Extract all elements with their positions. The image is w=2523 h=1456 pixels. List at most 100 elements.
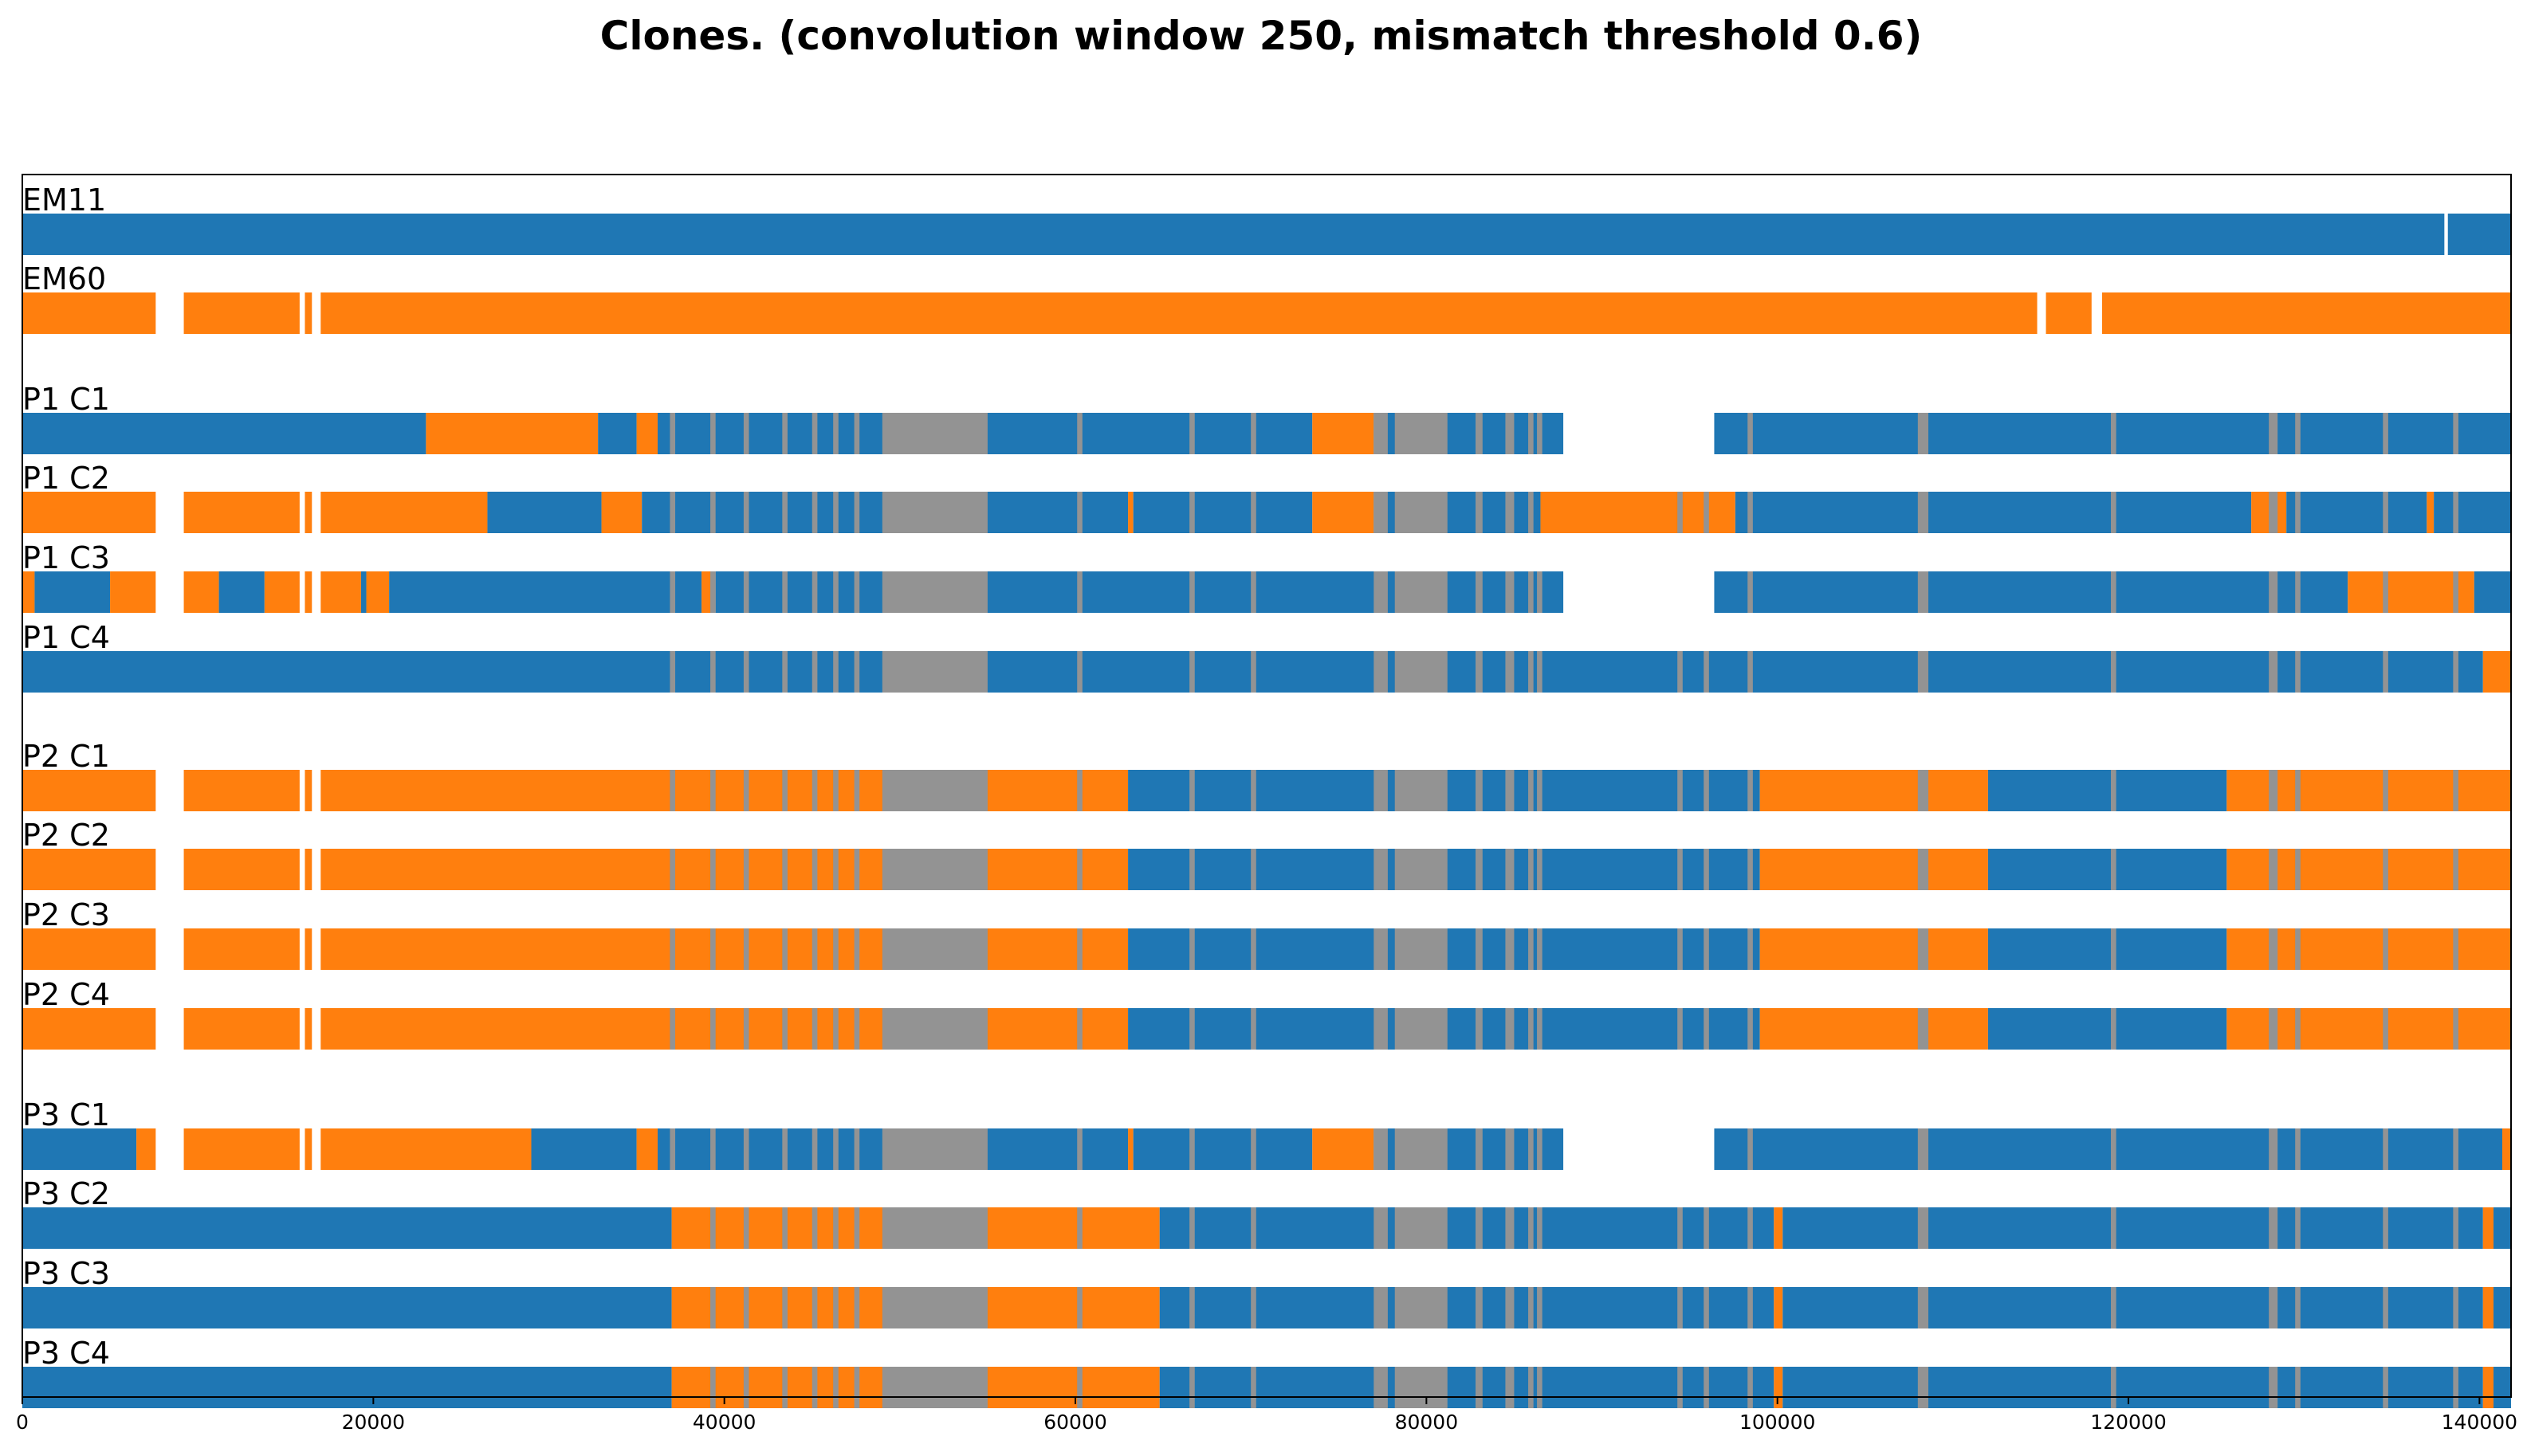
mismatch-p1-c1-11: [812, 413, 818, 454]
mismatch-p2-c3-25: [2453, 928, 2458, 970]
mismatch-p1-c1-20: [1917, 413, 1929, 454]
segment-em60-5: [2102, 292, 2511, 334]
mismatch-p3-c4-21: [2111, 1367, 2116, 1408]
mismatch-p1-c3-14: [1077, 571, 1083, 613]
segment-p3-c2-5: [2482, 1207, 2494, 1249]
segment-p3-c1-1: [136, 1128, 156, 1170]
x-tick-label-6: 120000: [2090, 1411, 2166, 1434]
mismatch-p1-c1-0: [882, 413, 988, 454]
x-tick-label-1: 20000: [342, 1411, 406, 1434]
mismatch-p3-c4-22: [2269, 1367, 2278, 1408]
x-axis-ticks: 0 20000 40000 60000 80000 100000 120000 140000: [16, 1397, 2517, 1434]
mismatch-p2-c2-19: [1747, 849, 1753, 890]
segment-p1-c3-15: [2474, 571, 2511, 613]
mismatch-p2-c2-20: [1917, 849, 1929, 890]
mismatch-p3-c1-10: [782, 1128, 788, 1170]
segment-p3-c2-0: [22, 1207, 672, 1249]
mismatch-p1-c2-8: [710, 492, 716, 533]
mismatch-p3-c3-13: [854, 1287, 860, 1328]
mismatch-p3-c3-8: [710, 1287, 716, 1328]
mismatch-p2-c4-23: [2295, 1008, 2301, 1050]
mismatch-p1-c3-4: [1505, 571, 1515, 613]
segment-p2-c2-5: [1759, 849, 1988, 890]
mismatch-p2-c2-13: [854, 849, 860, 890]
mismatch-p3-c2-11: [812, 1207, 818, 1249]
mismatch-p2-c4-24: [2383, 1008, 2388, 1050]
mismatch-p1-c3-20: [1917, 571, 1929, 613]
segment-p2-c1-0: [22, 770, 156, 811]
mismatch-p1-c2-11: [812, 492, 818, 533]
mismatch-p3-c3-19: [1747, 1287, 1753, 1328]
mismatch-p3-c1-19: [1747, 1128, 1753, 1170]
mismatch-p3-c2-25: [2453, 1207, 2458, 1249]
segment-p2-c1-2: [305, 770, 312, 811]
mismatch-p1-c4-7: [670, 651, 676, 693]
segment-em60-0: [22, 292, 156, 334]
track-p3-c4: [22, 1367, 2511, 1408]
segment-p3-c1-0: [22, 1128, 137, 1170]
segment-p1-c3-2: [110, 571, 156, 613]
mismatch-p1-c1-4: [1505, 413, 1515, 454]
mismatch-p3-c3-10: [782, 1287, 788, 1328]
mismatch-p2-c4-2: [1374, 1008, 1388, 1050]
segment-p1-c3-1: [34, 571, 111, 613]
segment-p2-c4-3: [320, 1008, 1129, 1050]
mismatch-p3-c1-9: [743, 1128, 749, 1170]
mismatch-p1-c2-13: [854, 492, 860, 533]
mismatch-p1-c1-21: [2111, 413, 2116, 454]
mismatch-p2-c1-24: [2383, 770, 2388, 811]
mismatch-p3-c3-25: [2453, 1287, 2458, 1328]
mismatch-p1-c4-19: [1747, 651, 1753, 693]
mismatch-p3-c2-18: [1704, 1207, 1709, 1249]
segment-p1-c2-9: [1312, 492, 1374, 533]
segment-em60-4: [2046, 292, 2092, 334]
mismatch-p1-c4-22: [2269, 651, 2278, 693]
mismatch-p1-c4-23: [2295, 651, 2301, 693]
mismatch-p1-c4-9: [743, 651, 749, 693]
segment-p1-c3-3: [183, 571, 219, 613]
segment-p3-c1-12: [1714, 1128, 2502, 1170]
mismatch-p3-c2-10: [782, 1207, 788, 1249]
mismatch-p3-c2-0: [882, 1207, 988, 1249]
mismatch-p1-c2-14: [1077, 492, 1083, 533]
track-p2-c3: [22, 928, 2511, 970]
mismatch-p3-c2-12: [833, 1207, 839, 1249]
mismatch-p3-c1-20: [1917, 1128, 1929, 1170]
mismatch-p3-c4-18: [1704, 1367, 1709, 1408]
mismatch-p2-c4-13: [854, 1008, 860, 1050]
segment-p3-c4-6: [2493, 1367, 2511, 1408]
segment-p3-c4-4: [1782, 1367, 2483, 1408]
mismatch-p1-c3-3: [1476, 571, 1483, 613]
mismatch-p1-c4-13: [854, 651, 860, 693]
mismatch-p1-c4-0: [882, 651, 988, 693]
mismatch-p2-c4-16: [1251, 1008, 1256, 1050]
mismatch-p3-c2-1: [1394, 1207, 1448, 1249]
mismatch-p3-c2-14: [1077, 1207, 1083, 1249]
mismatch-p2-c1-8: [710, 770, 716, 811]
segment-p1-c2-16: [2434, 492, 2511, 533]
mismatch-p2-c4-21: [2111, 1008, 2116, 1050]
segment-p1-c4-1: [2482, 651, 2511, 693]
mismatch-p2-c1-25: [2453, 770, 2458, 811]
segment-p1-c3-13: [1714, 571, 2348, 613]
mismatch-p3-c4-3: [1476, 1367, 1483, 1408]
segment-p3-c1-9: [1133, 1128, 1313, 1170]
mismatch-p2-c4-20: [1917, 1008, 1929, 1050]
x-tick-label-7: 140000: [2442, 1411, 2517, 1434]
mismatch-p1-c1-16: [1251, 413, 1256, 454]
mismatch-p2-c1-19: [1747, 770, 1753, 811]
segment-p2-c4-5: [1759, 1008, 1988, 1050]
segment-p2-c4-1: [183, 1008, 300, 1050]
x-tick-label-4: 80000: [1395, 1411, 1459, 1434]
mismatch-p3-c3-3: [1476, 1287, 1483, 1328]
mismatch-p2-c3-17: [1677, 928, 1683, 970]
mismatch-p1-c2-9: [743, 492, 749, 533]
mismatch-p3-c3-11: [812, 1287, 818, 1328]
segment-p1-c1-2: [598, 413, 637, 454]
mismatch-p3-c4-13: [854, 1367, 860, 1408]
mismatch-p2-c2-15: [1189, 849, 1195, 890]
mismatch-p1-c1-25: [2453, 413, 2458, 454]
mismatch-p3-c1-8: [710, 1128, 716, 1170]
mismatch-p2-c4-18: [1704, 1008, 1709, 1050]
mismatch-p1-c4-2: [1374, 651, 1388, 693]
